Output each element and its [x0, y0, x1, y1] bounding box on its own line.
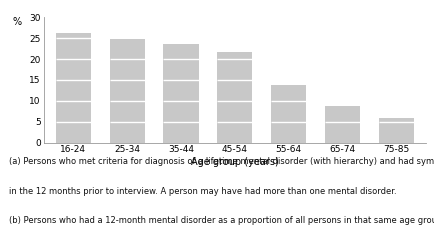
Bar [378, 118, 413, 143]
Bar [271, 85, 306, 143]
Bar [217, 52, 252, 143]
Text: (b) Persons who had a 12-month mental disorder as a proportion of all persons in: (b) Persons who had a 12-month mental di… [9, 216, 434, 226]
Text: in the 12 months prior to interview. A person may have had more than one mental : in the 12 months prior to interview. A p… [9, 187, 395, 196]
Bar [56, 33, 90, 143]
Text: (a) Persons who met criteria for diagnosis of a lifetime mental disorder (with h: (a) Persons who met criteria for diagnos… [9, 157, 434, 167]
Y-axis label: %: % [12, 17, 21, 27]
Bar [163, 44, 198, 143]
Bar [325, 106, 359, 143]
Bar [109, 39, 144, 143]
X-axis label: Age group (years): Age group (years) [191, 157, 278, 167]
